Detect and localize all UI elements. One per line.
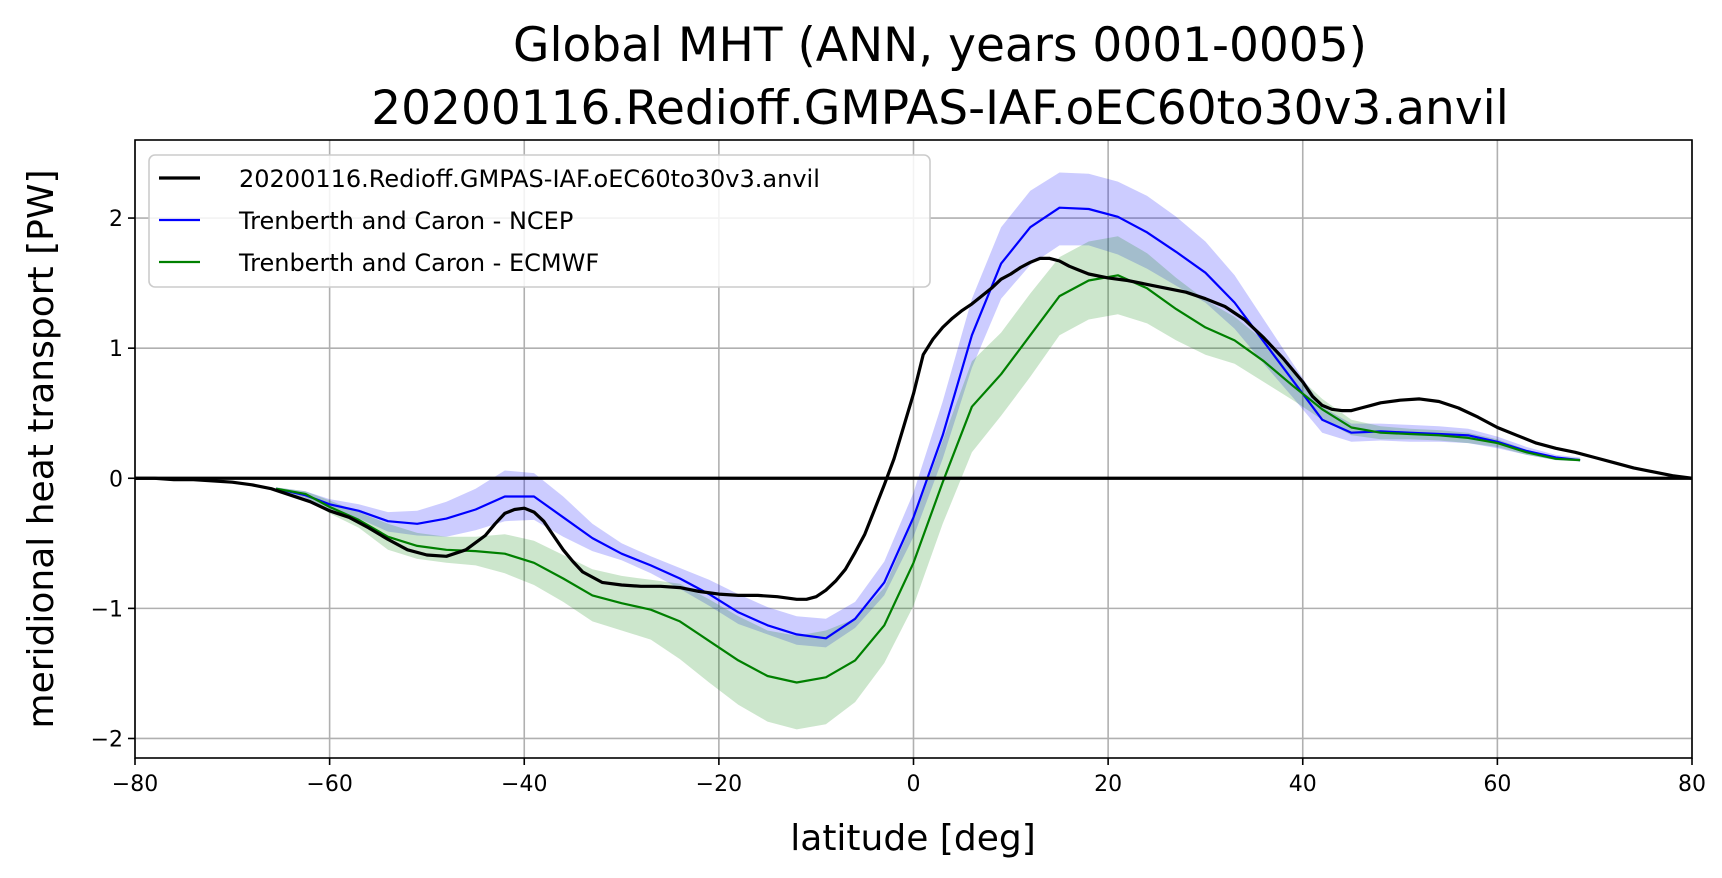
y-tick-label: 2 xyxy=(109,207,123,232)
series-1-line xyxy=(275,206,1581,640)
x-tick-label: 60 xyxy=(1483,772,1511,797)
chart-title: Global MHT (ANN, years 0001-0005) xyxy=(513,18,1367,73)
x-tick-label: 40 xyxy=(1289,772,1317,797)
y-tick-label: −1 xyxy=(91,597,123,622)
x-tick-label: −80 xyxy=(112,772,158,797)
chart-subtitle: 20200116.Redioff.GMPAS-IAF.oEC60to30v3.a… xyxy=(371,81,1509,136)
legend-label: Trenberth and Caron - ECMWF xyxy=(238,249,599,277)
series-lines xyxy=(135,206,1692,684)
x-tick-label: −40 xyxy=(501,772,547,797)
x-tick-label: 80 xyxy=(1678,772,1706,797)
x-tick-label: −20 xyxy=(696,772,742,797)
uncertainty-bands xyxy=(276,172,1581,730)
x-axis-label: latitude [deg] xyxy=(790,818,1036,859)
series-1-band xyxy=(276,172,1581,648)
legend-label: 20200116.Redioff.GMPAS-IAF.oEC60to30v3.a… xyxy=(239,165,820,193)
x-tick-label: 0 xyxy=(907,772,921,797)
legend-box xyxy=(148,154,931,288)
series-2-line xyxy=(275,274,1581,684)
title-group: Global MHT (ANN, years 0001-0005) 202001… xyxy=(371,18,1509,136)
y-tick-label: 1 xyxy=(109,337,123,362)
y-tick-label: −2 xyxy=(91,727,123,752)
y-axis-label: meridional heat transport [PW] xyxy=(21,170,62,729)
x-tick-label: −60 xyxy=(306,772,352,797)
axis-ticks: −80 −60 −40 −20 0 20 40 60 80 −2 −1 0 1 2 xyxy=(91,207,1706,797)
y-tick-label: 0 xyxy=(109,467,123,492)
series-2-band xyxy=(276,236,1581,730)
legend: 20200116.Redioff.GMPAS-IAF.oEC60to30v3.a… xyxy=(148,154,931,288)
legend-label: Trenberth and Caron - NCEP xyxy=(238,207,573,235)
x-tick-label: 20 xyxy=(1094,772,1122,797)
